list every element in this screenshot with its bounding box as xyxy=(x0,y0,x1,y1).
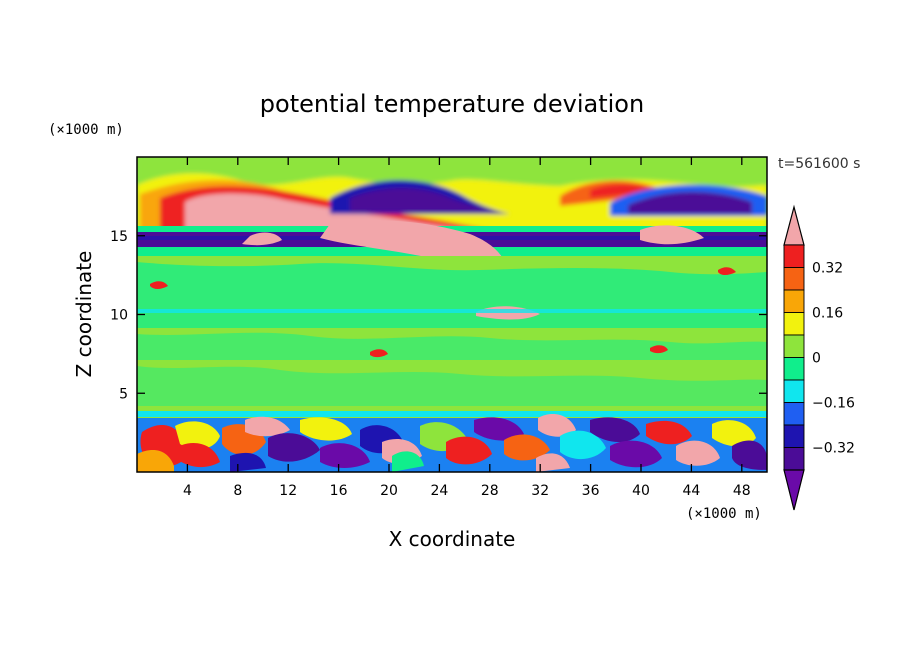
colorbar-segment xyxy=(783,334,805,358)
y-axis-label: Z coordinate xyxy=(72,251,96,378)
x-tick-label: 16 xyxy=(330,483,348,499)
colorbar-tick-label: 0.16 xyxy=(812,306,843,322)
chart-title: potential temperature deviation xyxy=(260,90,644,118)
x-tick-label: 20 xyxy=(380,483,398,499)
colorbar-tick-label: −0.16 xyxy=(812,396,855,412)
colorbar-extend-low xyxy=(783,469,805,511)
tropopause-band xyxy=(137,220,767,268)
colorbar-segment xyxy=(783,357,805,381)
x-tick-label: 4 xyxy=(183,483,192,499)
y-tick-label: 15 xyxy=(110,229,128,245)
free-troposphere xyxy=(137,256,767,418)
upper-layer xyxy=(137,157,767,232)
time-label: t=561600 s xyxy=(778,156,860,172)
x-tick-label: 28 xyxy=(481,483,499,499)
x-tick-label: 40 xyxy=(632,483,650,499)
colorbar-tick-label: 0.32 xyxy=(812,261,843,277)
colorbar-extend-high xyxy=(783,204,805,246)
colorbar-segment xyxy=(783,447,805,471)
colorbar: 0.32 0.16 0 −0.16 −0.32 xyxy=(783,204,855,511)
colorbar-segment xyxy=(783,289,805,313)
x-tick-label: 24 xyxy=(430,483,448,499)
x-tick-label: 36 xyxy=(582,483,600,499)
y-tick-label: 10 xyxy=(110,308,128,324)
plot-area xyxy=(137,157,767,472)
x-unit-label: (×1000 m) xyxy=(686,506,762,522)
x-tick-label: 44 xyxy=(682,483,700,499)
colorbar-segment xyxy=(783,424,805,448)
x-tick-label: 32 xyxy=(531,483,549,499)
colorbar-tick-label: −0.32 xyxy=(812,441,855,457)
x-tick-label: 48 xyxy=(733,483,751,499)
boundary-layer xyxy=(137,414,767,472)
colorbar-segment xyxy=(783,267,805,291)
colorbar-tick-label: 0 xyxy=(812,351,821,367)
y-unit-label: (×1000 m) xyxy=(48,122,124,138)
y-ticks: 5 10 15 xyxy=(110,229,767,402)
colorbar-segment xyxy=(783,402,805,426)
x-tick-label: 8 xyxy=(233,483,242,499)
x-axis-label: X coordinate xyxy=(389,527,516,551)
colorbar-segment xyxy=(783,312,805,336)
colorbar-segment xyxy=(783,379,805,403)
colorbar-segment xyxy=(783,244,805,268)
x-ticks: 4 8 12 16 20 24 28 32 36 40 44 48 xyxy=(183,157,751,499)
y-tick-label: 5 xyxy=(119,386,128,402)
x-tick-label: 12 xyxy=(279,483,297,499)
